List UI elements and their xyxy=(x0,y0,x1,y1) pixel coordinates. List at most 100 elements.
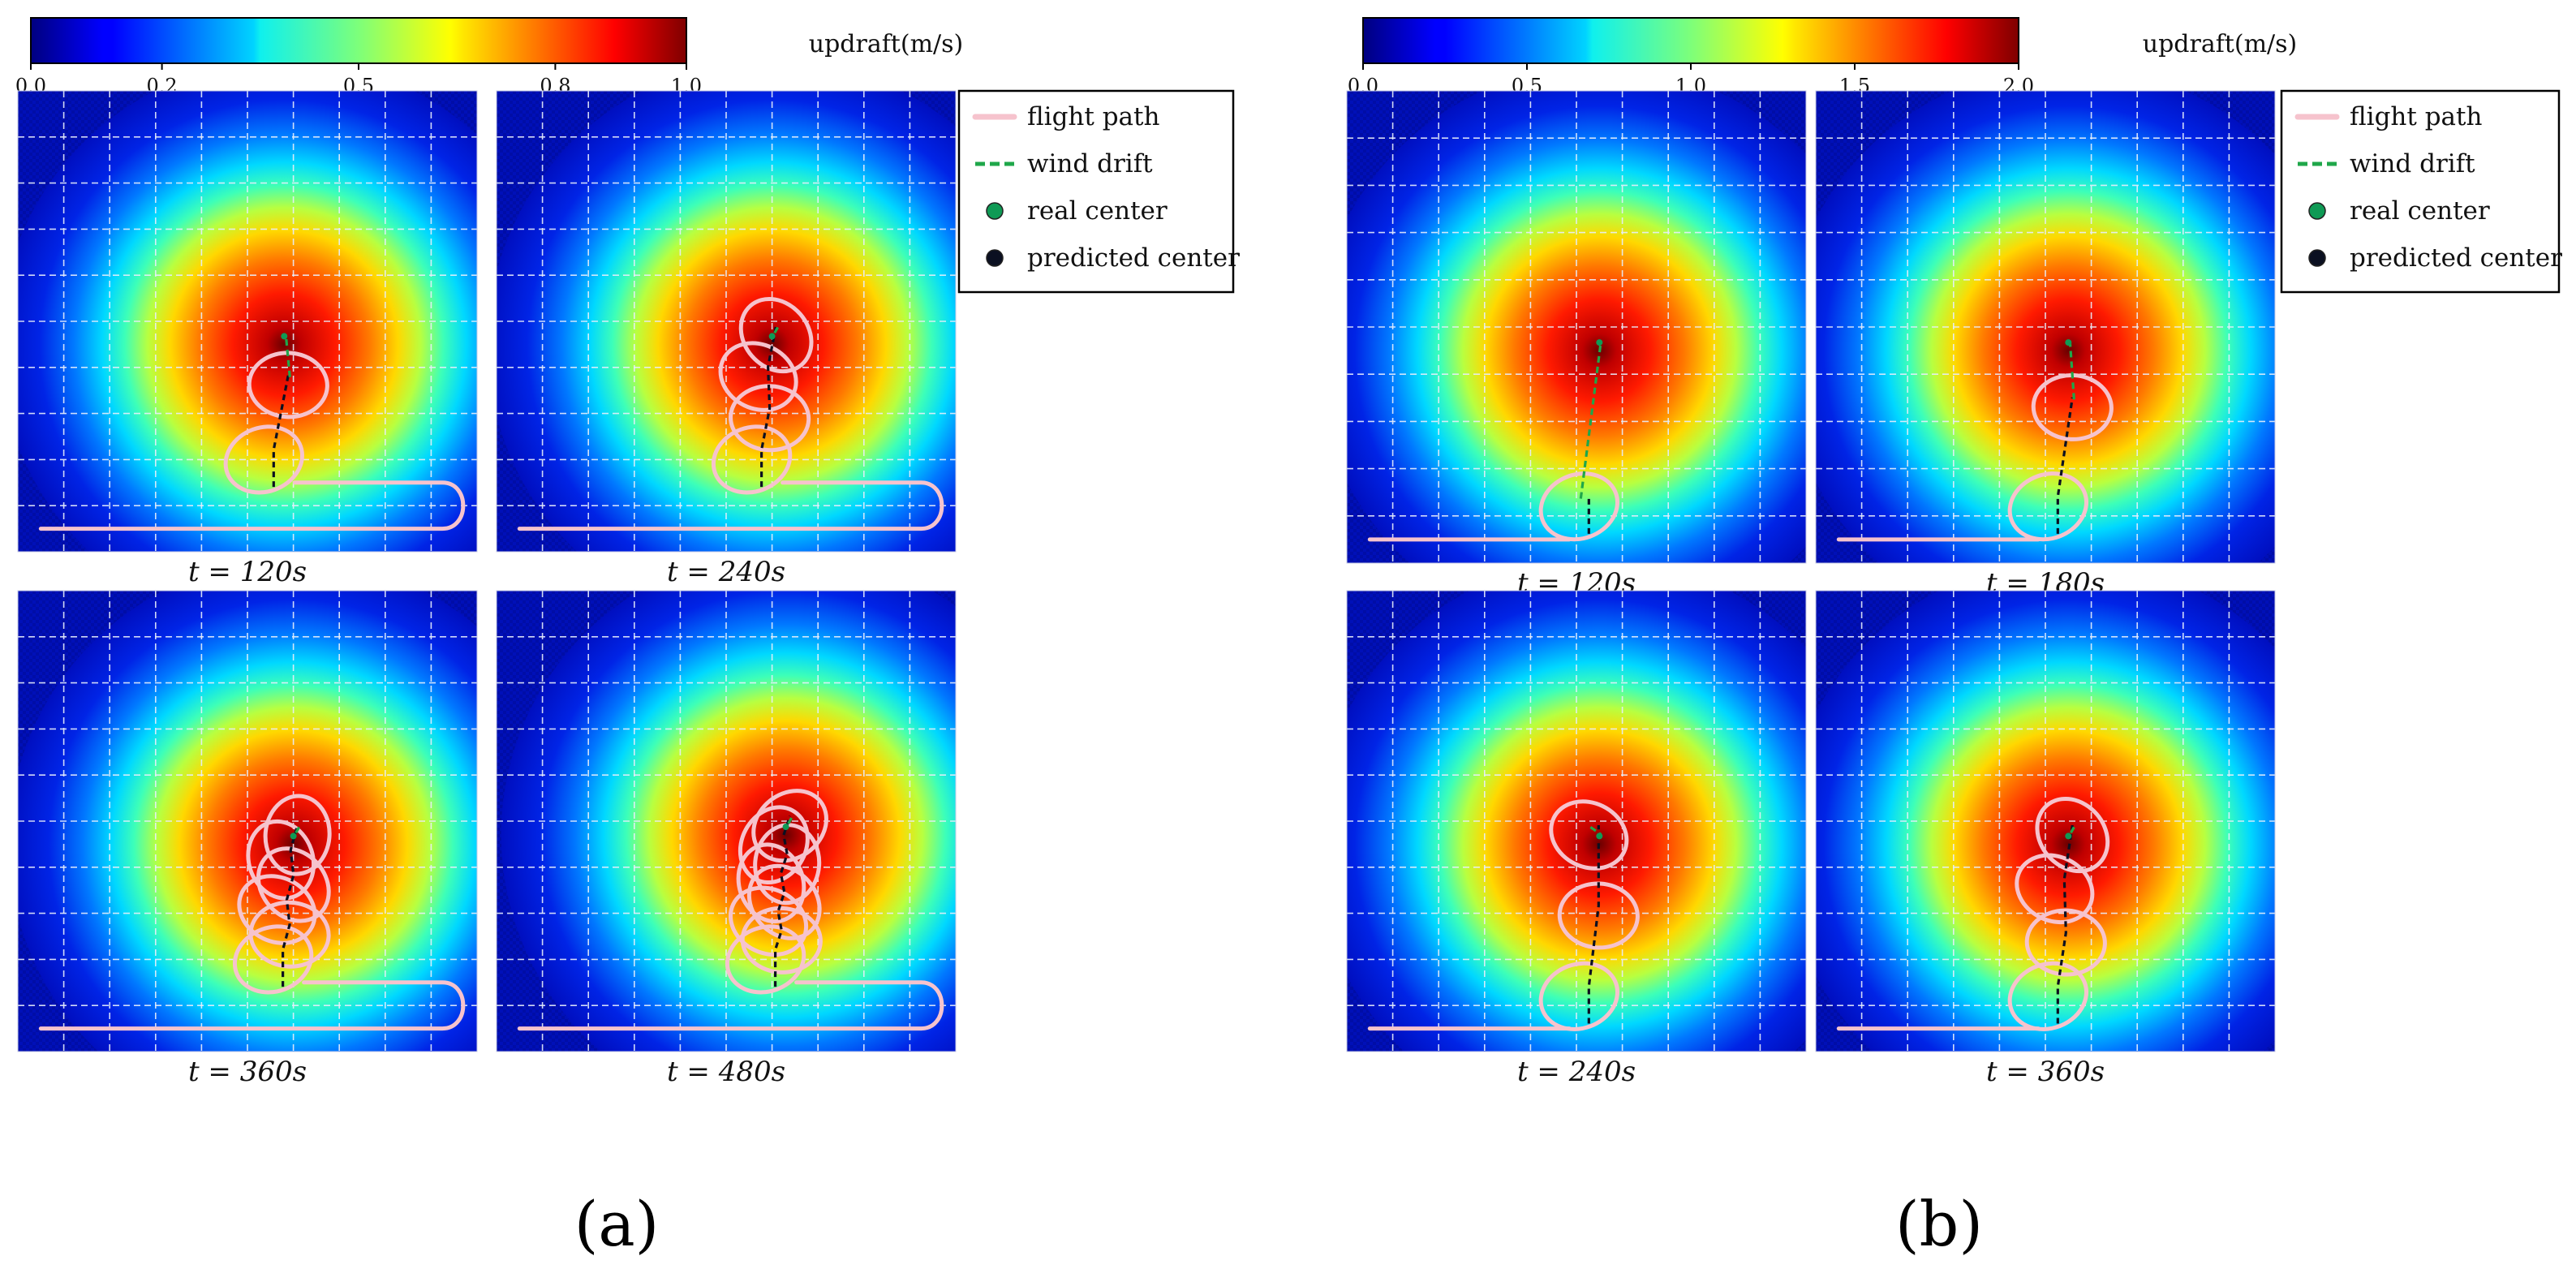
flight-path-loop xyxy=(2007,471,2088,542)
flight-path-loop xyxy=(2024,908,2107,977)
updraft-field xyxy=(18,591,477,1052)
legend-label: real center xyxy=(2350,196,2490,226)
legend-label: wind drift xyxy=(2350,149,2475,179)
flight-path-leg xyxy=(517,480,944,531)
heatmap-subplot: t = 240s xyxy=(1346,590,1807,1088)
legend-label: flight path xyxy=(1027,102,1159,131)
legend-label: real center xyxy=(1027,196,1168,226)
subplot-frame xyxy=(17,590,478,1052)
legend-b: flight path wind drift real center predicte… xyxy=(2280,89,2562,294)
wind-drift-trace xyxy=(294,826,301,836)
legend-a: flight path wind drift real center predicte… xyxy=(957,89,1240,294)
flight-path-leg xyxy=(38,980,466,1031)
wind-drift-trace xyxy=(772,326,780,336)
flight-path-loop xyxy=(263,794,332,876)
flight-path-loop xyxy=(738,805,810,885)
legend-box xyxy=(2280,89,2561,294)
legend-label: wind drift xyxy=(1027,149,1153,179)
flight-path-loop xyxy=(247,351,329,419)
heatmap-subplot: t = 120s xyxy=(1346,90,1807,600)
legends: flight path wind drift real center predicte… xyxy=(957,89,2562,294)
updraft-field xyxy=(497,91,956,552)
subplot-frame xyxy=(496,90,957,553)
subplot-caption: t = 480s xyxy=(667,1056,785,1088)
subplot-frame xyxy=(1815,90,2276,564)
flight-path-loop xyxy=(232,924,314,995)
subplot-caption: t = 240s xyxy=(667,556,785,588)
heatmap-subplot: t = 240s xyxy=(496,90,957,588)
real-center-marker xyxy=(290,832,297,840)
legend-label: flight path xyxy=(2350,102,2482,131)
predicted-center-trace xyxy=(760,325,778,488)
flight-path-loop xyxy=(753,823,822,906)
wind-drift-trace xyxy=(1579,340,1602,499)
flight-path-loop xyxy=(2031,372,2114,441)
wind-drift-trace xyxy=(284,334,291,377)
predicted-center-trace xyxy=(1587,825,1600,1024)
updraft-field xyxy=(501,591,956,1052)
flight-path-loop xyxy=(725,924,806,995)
colorbar-gradient xyxy=(1362,17,2019,64)
subplot-frame xyxy=(17,90,478,553)
updraft-field xyxy=(1816,91,2275,563)
heatmap-subplot: t = 360s xyxy=(1815,590,2276,1088)
updraft-field xyxy=(18,91,477,552)
real-center-marker xyxy=(1596,832,1603,840)
subplots: t = 120s t = 240s t = 360s t = 480s t = 120s… xyxy=(17,90,2276,1088)
real-center-marker xyxy=(2065,832,2072,840)
subplot-caption: t = 120s xyxy=(188,556,307,588)
flight-path-leg xyxy=(38,480,466,531)
flight-path-loop xyxy=(2015,853,2095,925)
predicted-center-trace xyxy=(282,824,299,987)
real-center-marker xyxy=(2065,339,2072,346)
legend-label: predicted center xyxy=(2350,243,2562,273)
real-center-marker xyxy=(768,333,776,340)
panel-label-b: (b) xyxy=(1895,1188,1983,1260)
subplot-frame xyxy=(1815,590,2276,1052)
subplot-frame xyxy=(1346,90,1807,564)
colorbar-label: updraft(m/s) xyxy=(2143,30,2297,58)
flight-path-loop xyxy=(223,424,304,495)
flight-path-loop xyxy=(751,789,828,863)
flight-path-loop xyxy=(746,863,822,940)
flight-path-loop xyxy=(1557,881,1640,950)
predicted-center-trace xyxy=(774,815,792,987)
wind-drift-trace xyxy=(786,817,793,826)
flight-path-leg xyxy=(517,980,944,1031)
predicted-center-trace xyxy=(2056,397,2074,534)
colorbar-gradient xyxy=(30,17,687,64)
real-center-marker xyxy=(782,824,789,831)
legend-label: predicted center xyxy=(1027,243,1240,273)
flight-path-loop xyxy=(1549,799,1629,871)
legend-box xyxy=(957,89,1235,294)
predicted-center-trace xyxy=(2056,824,2074,1024)
heatmap-subplot: t = 120s xyxy=(17,90,478,588)
subplot-caption: t = 360s xyxy=(1986,1056,2105,1088)
real-center-marker xyxy=(281,333,288,340)
flight-path-loop xyxy=(740,906,823,974)
updraft-field xyxy=(1816,591,2275,1052)
subplot-caption: t = 240s xyxy=(1517,1056,1636,1088)
flight-path-loop xyxy=(738,296,814,374)
legend-swatch-real-center xyxy=(986,202,1004,220)
panel-label-a: (a) xyxy=(574,1188,660,1260)
colorbar-label: updraft(m/s) xyxy=(809,30,963,58)
flight-path-loop xyxy=(729,384,811,453)
heatmap-subplot: t = 180s xyxy=(1815,90,2276,600)
flight-path-loop xyxy=(2035,796,2110,874)
legend-swatch-predicted-center xyxy=(986,249,1004,267)
subplot-frame xyxy=(1346,590,1807,1052)
subplot-frame xyxy=(496,590,957,1052)
flight-path-loop xyxy=(1538,961,1619,1031)
real-center-marker xyxy=(1596,339,1603,346)
updraft-field xyxy=(1347,591,1806,1052)
predicted-center-trace xyxy=(272,375,290,488)
legend-swatch-real-center xyxy=(2308,202,2326,220)
subplot-caption: t = 360s xyxy=(188,1056,307,1088)
wind-drift-trace xyxy=(2068,826,2075,836)
flight-path-loop xyxy=(1538,471,1619,542)
